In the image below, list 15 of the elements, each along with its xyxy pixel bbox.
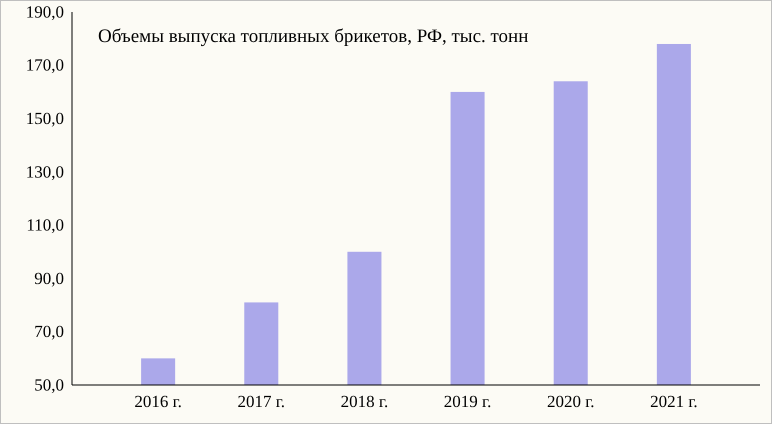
y-tick-label: 150,0	[26, 109, 64, 128]
x-tick-label: 2017 г.	[237, 392, 286, 412]
text: Объемы выпуска топливных брикетов, РФ, тыс. тонн	[98, 26, 528, 47]
x-tick-label: 2021 г.	[650, 392, 698, 412]
x-tick-label: 2020 г.	[546, 392, 595, 412]
y-tick-label: 70,0	[34, 322, 64, 342]
y-tick-label: 110,0	[26, 216, 64, 235]
y-tick-label: 90,0	[34, 268, 64, 288]
y-tick-label: 50,0	[34, 375, 64, 394]
y-tick-label: 170,0	[26, 56, 64, 75]
y-tick-label: 130,0	[26, 162, 64, 182]
y-tick-label: 190,0	[26, 2, 64, 22]
x-tick-label: 2018 г.	[340, 392, 388, 412]
x-tick-label: 2019 г.	[444, 392, 492, 412]
x-tick-label: 2016 г.	[134, 392, 182, 412]
